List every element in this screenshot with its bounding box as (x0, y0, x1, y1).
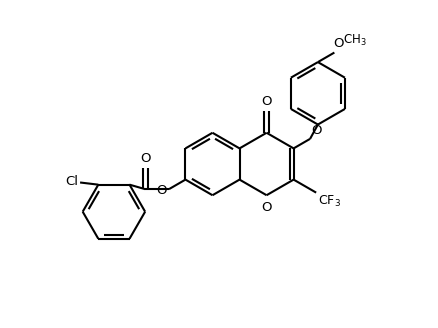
Text: Cl: Cl (65, 175, 78, 188)
Text: O: O (140, 152, 150, 165)
Text: CH$_3$: CH$_3$ (343, 33, 367, 48)
Text: O: O (156, 184, 167, 197)
Text: O: O (333, 37, 344, 50)
Text: O: O (261, 95, 272, 108)
Text: O: O (311, 124, 321, 137)
Text: CF$_3$: CF$_3$ (318, 195, 341, 210)
Text: O: O (261, 201, 272, 214)
